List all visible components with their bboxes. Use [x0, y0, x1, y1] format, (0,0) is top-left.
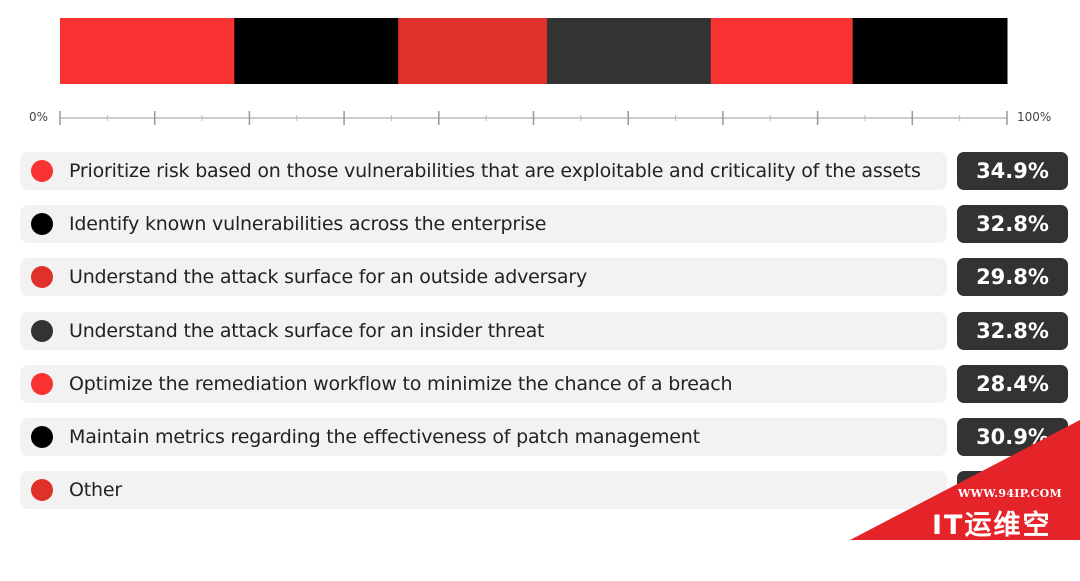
watermark-triangle: [850, 420, 1080, 540]
stacked-bar-segment: [60, 18, 235, 84]
stacked-bar-segment: [710, 18, 854, 84]
legend-label: Maintain metrics regarding the effective…: [69, 426, 700, 448]
watermark-url: WWW.94IP.COM: [958, 487, 1063, 500]
legend-dot-icon: [31, 372, 53, 395]
legend-dot-icon: [31, 213, 53, 236]
percent-axis: [59, 111, 1008, 125]
legend-row: Maintain metrics regarding the effective…: [20, 418, 947, 456]
stacked-bar-segment: [546, 18, 712, 84]
legend-dot-icon: [31, 266, 53, 289]
axis-min-label: 0%: [29, 110, 49, 124]
axis-max-label: 100%: [1017, 110, 1052, 124]
percent-badge: 34.9%: [957, 152, 1068, 190]
legend-row: Understand the attack surface for an out…: [20, 258, 947, 297]
legend-label: Optimize the remediation workflow to min…: [69, 372, 733, 395]
legend-label: Understand the attack surface for an ins…: [69, 319, 545, 342]
watermark-brand: IT运维空间: [932, 510, 1052, 580]
percent-badge: 29.8%: [957, 258, 1068, 297]
legend-dot-icon: [31, 160, 53, 182]
legend-label: Prioritize risk based on those vulnerabi…: [69, 160, 921, 182]
stacked-bar-segment: [852, 18, 1008, 84]
legend-dot-icon: [31, 479, 53, 502]
watermark-corner: [850, 420, 1080, 540]
legend-row: Prioritize risk based on those vulnerabi…: [20, 152, 947, 190]
legend-dot-icon: [31, 426, 53, 448]
legend-row: Identify known vulnerabilities across th…: [20, 205, 947, 244]
percent-badge: 32.8%: [957, 311, 1068, 350]
stacked-bar-segment: [234, 18, 399, 84]
stacked-bar-segment: [398, 18, 548, 84]
legend-row: Other: [20, 471, 947, 510]
stacked-bar-chart: [60, 18, 1008, 84]
percent-badge: 32.8%: [957, 205, 1068, 244]
percent-badge: 28.4%: [957, 364, 1068, 403]
legend-dot-icon: [31, 319, 53, 342]
legend-row: Understand the attack surface for an ins…: [20, 311, 947, 350]
legend-row: Optimize the remediation workflow to min…: [20, 364, 947, 403]
legend-label: Identify known vulnerabilities across th…: [69, 213, 547, 236]
legend-label: Understand the attack surface for an out…: [69, 266, 588, 289]
legend-label: Other: [69, 479, 122, 502]
